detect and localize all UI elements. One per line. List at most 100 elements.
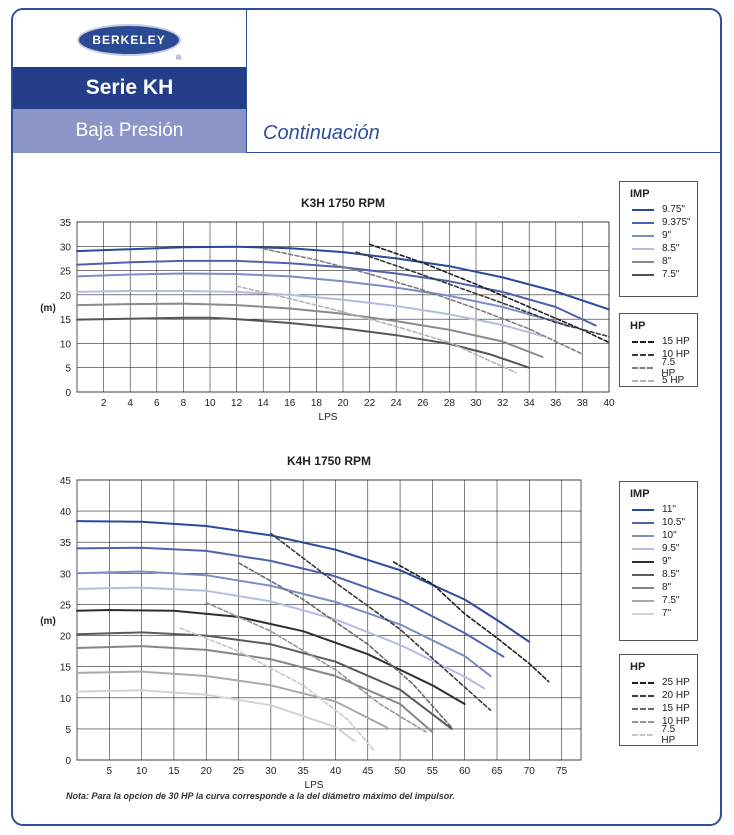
legend-swatch [632,534,654,537]
legend-item: 8" [626,581,691,594]
x-tick-label: 38 [577,398,589,409]
y-tick-label: 10 [60,339,72,350]
footnote: Nota: Para la opcion de 30 HP la curva c… [66,791,455,801]
y-tick-label: 5 [65,364,71,375]
legend-swatch [632,379,654,382]
series-line-8-5 [76,631,453,730]
legend-swatch [632,599,654,602]
x-tick-label: 16 [284,398,296,409]
y-axis-label: (m) [40,616,56,627]
legend-item: 9.5" [626,542,691,555]
x-tick-label: 34 [524,398,536,409]
x-tick-label: 14 [258,398,270,409]
legend-swatch [632,560,654,563]
k3h-imp-legend: IMP 9.75" 9.375" 9" 8.5" 8" 7.5" [619,181,698,297]
x-tick-label: 30 [470,398,482,409]
k3h-hp-legend: HP 15 HP 10 HP 7.5 HP 5 HP [619,313,698,387]
series-line-10-5 [76,546,505,658]
series-line-15-HP [368,243,610,344]
y-tick-label: 35 [60,538,72,549]
legend-item: 10 HP [626,715,691,728]
legend-label: 7.5 HP [661,723,676,746]
legend-item: 9" [626,555,691,568]
series-line-8-5 [76,290,544,338]
legend-label: 9" [662,556,672,567]
x-tick-label: 75 [556,766,568,777]
y-tick-label: 15 [60,663,72,674]
y-tick-label: 20 [60,291,72,302]
plot-area [76,479,582,761]
legend-swatch [632,247,654,250]
x-tick-label: 50 [395,766,407,777]
series-line-25-HP [392,561,550,683]
brand-logo: BERKELEY [77,24,181,56]
y-tick-label: 10 [60,694,72,705]
legend-swatch [632,260,654,263]
legend-swatch [632,234,654,237]
legend-swatch [632,221,654,224]
legend-item: 25 HP [626,676,691,689]
logo-area: BERKELEY ® [13,10,246,67]
x-tick-label: 10 [204,398,216,409]
legend-item: 10 HP [626,348,691,361]
legend-item: 10" [626,529,691,542]
legend-item: 7.5 HP [626,357,691,379]
brand-name: BERKELEY [92,33,166,47]
legend-swatch [632,720,654,723]
series-line-10-HP [205,601,427,733]
legend-label: 7.5" [662,269,680,280]
y-tick-label: 35 [60,218,72,229]
legend-title: HP [630,661,646,673]
y-tick-label: 30 [60,569,72,580]
y-tick-label: 15 [60,315,72,326]
legend-swatch [632,547,654,550]
legend-label: 11" [662,504,676,515]
x-tick-label: 6 [154,398,160,409]
legend-item: 7" [626,607,691,620]
k4h-hp-legend: HP 25 HP 20 HP 15 HP 10 HP 7.5 HP [619,654,698,746]
header-divider-horizontal [246,152,720,153]
x-tick-label: 24 [391,398,403,409]
x-tick-label: 36 [550,398,562,409]
legend-item: 9.375" [626,216,691,229]
header-divider-vertical [246,10,247,153]
legend-label: 8.5" [662,243,680,254]
legend-label: 20 HP [662,690,690,701]
legend-label: 9" [662,230,672,241]
legend-item: 9.75" [626,203,691,216]
x-tick-label: 35 [298,766,310,777]
series-line-7-5 [76,670,389,729]
legend-swatch [632,707,654,710]
legend-swatch [632,586,654,589]
x-tick-label: 8 [181,398,187,409]
x-tick-label: 40 [330,766,342,777]
legend-label: 7.5" [662,595,680,606]
legend-label: 8" [662,256,672,267]
x-tick-label: 12 [231,398,243,409]
x-tick-label: 26 [417,398,429,409]
plot-area [76,221,610,393]
x-tick-label: 10 [136,766,148,777]
legend-label: 15 HP [662,336,690,347]
legend-item: 9" [626,229,691,242]
k4h-imp-legend: IMP 11" 10.5" 10" 9.5" 9" 8.5" 8" 7.5" 7" [619,481,698,641]
x-tick-label: 5 [107,766,113,777]
x-tick-label: 30 [265,766,277,777]
continuation-label: Continuación [263,122,380,144]
legend-item: 5 HP [626,374,691,387]
legend-title: IMP [630,188,650,200]
legend-item: 10.5" [626,516,691,529]
series-line-9-5 [76,586,486,690]
legend-swatch [632,733,654,736]
x-tick-label: 20 [201,766,213,777]
series-title: Serie KH [13,67,246,109]
legend-swatch [632,340,654,343]
legend-label: 15 HP [662,703,690,714]
legend-item: 20 HP [626,689,691,702]
legend-label: 7" [662,608,672,619]
series-line-9 [76,609,466,705]
series-line-10 [76,570,492,677]
